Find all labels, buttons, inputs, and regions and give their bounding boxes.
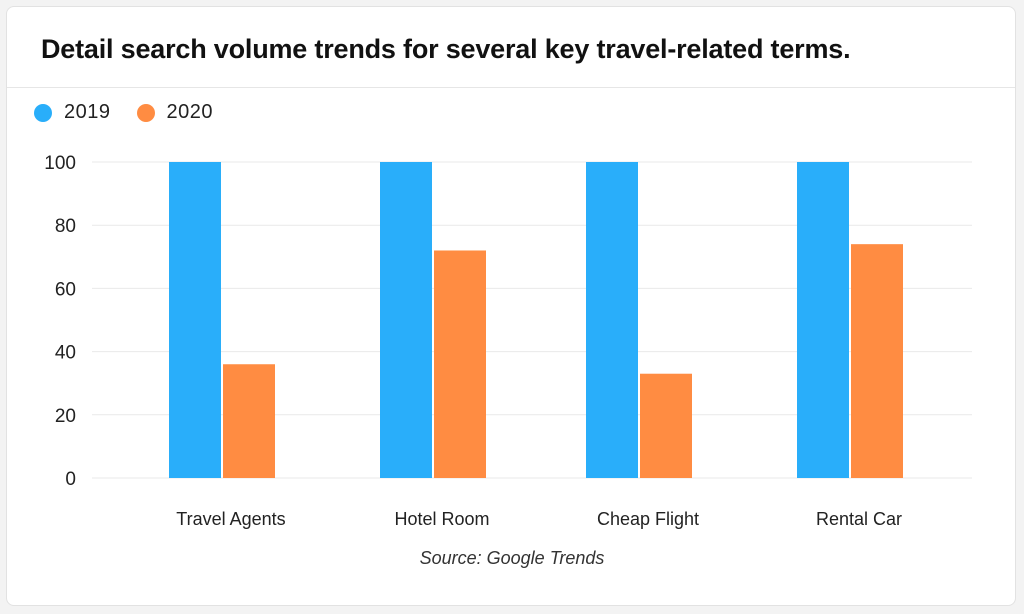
y-tick-label: 60 xyxy=(55,279,76,300)
x-tick-label: Rental Car xyxy=(816,509,902,529)
bars xyxy=(169,162,903,478)
y-tick-label: 20 xyxy=(55,406,76,427)
x-tick-label: Hotel Room xyxy=(394,509,489,529)
bar-2019-3[interactable] xyxy=(797,162,849,478)
bar-2020-1[interactable] xyxy=(434,250,486,478)
y-axis-tick-labels: 0 20 40 60 80 100 xyxy=(44,153,76,490)
bar-2019-0[interactable] xyxy=(169,162,221,478)
legend-marker-2020 xyxy=(136,103,155,122)
y-tick-label: 80 xyxy=(55,216,76,237)
y-tick-label: 100 xyxy=(44,153,76,174)
card-header: Detail search volume trends for several … xyxy=(7,7,1015,88)
y-tick-label: 40 xyxy=(55,343,76,364)
chart-title: Detail search volume trends for several … xyxy=(41,34,851,64)
x-tick-label: Cheap Flight xyxy=(597,509,699,529)
x-tick-label: Travel Agents xyxy=(176,509,285,529)
chart-legend: 2019 2020 xyxy=(34,101,213,124)
legend-label-2020: 2020 xyxy=(166,101,213,123)
bar-2020-0[interactable] xyxy=(223,364,275,478)
legend-item-2019[interactable]: 2019 xyxy=(34,101,111,124)
bar-2020-3[interactable] xyxy=(851,244,903,478)
x-axis-tick-labels: Travel Agents Hotel Room Cheap Flight Renta… xyxy=(176,509,902,529)
y-tick-label: 0 xyxy=(65,469,76,490)
bar-2019-1[interactable] xyxy=(380,162,432,478)
bar-2019-2[interactable] xyxy=(586,162,638,478)
chart-source-note: Source: Google Trends xyxy=(419,548,605,568)
legend-item-2020[interactable]: 2020 xyxy=(136,101,214,124)
bar-2020-2[interactable] xyxy=(640,373,692,478)
legend-marker-2019 xyxy=(34,103,52,122)
legend-label-2019: 2019 xyxy=(64,101,111,123)
